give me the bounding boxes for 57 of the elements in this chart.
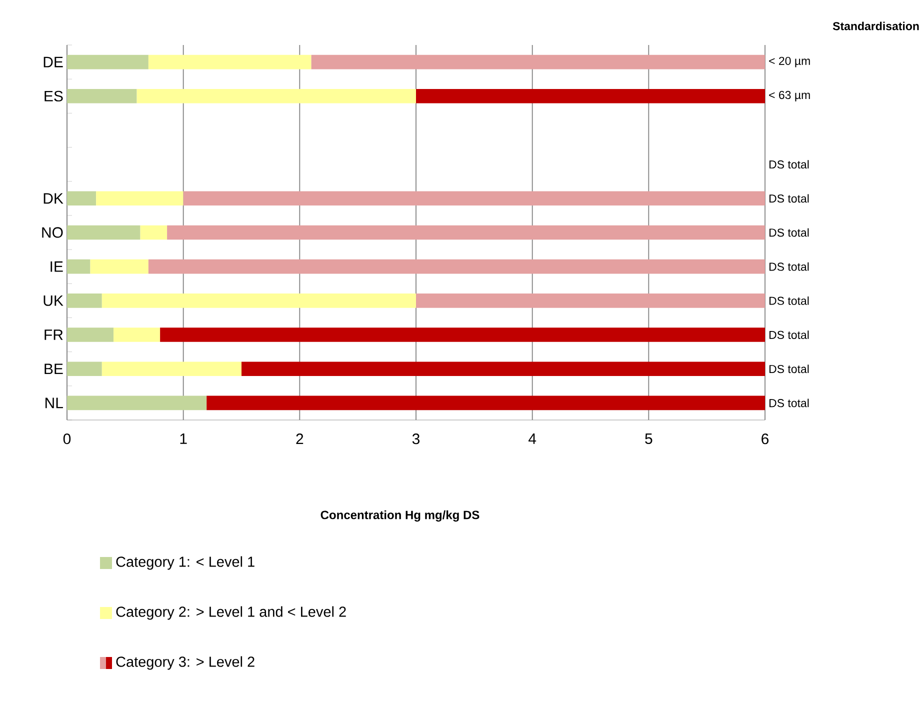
- x-tick-label: 1: [180, 434, 187, 444]
- x-tick-label: 3: [412, 434, 420, 444]
- y-tick-label: DE: [44, 56, 63, 68]
- bar: [67, 88, 137, 104]
- bar: [67, 259, 90, 274]
- y-tick-label: NO: [42, 227, 63, 238]
- x-tick-label: 6: [762, 434, 769, 444]
- y2-tick-label: DS total: [769, 330, 809, 339]
- bar: [416, 88, 766, 104]
- bar: [416, 294, 766, 308]
- bar: [67, 54, 148, 70]
- x-tick-label: 4: [528, 434, 536, 444]
- y2-tick-label: DS total: [769, 262, 809, 271]
- y-tick-label: NL: [46, 398, 63, 408]
- y2-tick-label: DS total: [769, 364, 809, 374]
- bar: [311, 54, 766, 70]
- bar: [167, 225, 766, 240]
- bar: [242, 362, 766, 376]
- y-tick-label: BE: [44, 364, 63, 374]
- bar: [67, 191, 96, 206]
- bar: [67, 294, 102, 308]
- bar: [67, 328, 114, 342]
- y-tick-label: DK: [44, 193, 64, 204]
- y-tick-label: FR: [44, 330, 63, 340]
- text: Standardisation: [832, 22, 919, 30]
- bar: [114, 328, 160, 342]
- bar: [67, 225, 140, 240]
- bar: [102, 294, 416, 308]
- bar: [148, 54, 312, 70]
- bar: [140, 225, 168, 240]
- x-tick-label: 5: [645, 434, 652, 444]
- y2-tick-label: DS total: [769, 160, 809, 169]
- bar: [96, 191, 184, 206]
- y2-tick-label: DS total: [769, 296, 809, 305]
- bar: [102, 362, 242, 376]
- y-tick-label: ES: [44, 90, 63, 102]
- bar: [67, 396, 207, 410]
- legend-label: Category 2: > Level 1 and < Level 2: [116, 606, 346, 620]
- bar: [136, 88, 416, 104]
- bar: [67, 362, 102, 376]
- legend-label: Category 3: > Level 2: [116, 656, 254, 670]
- y2-tick-label: < 20 µm: [769, 56, 810, 68]
- text: Concentration Hg mg/kg DS: [320, 510, 480, 522]
- y2-tick-label: < 63 µm: [769, 90, 810, 102]
- y2-tick-label: DS total: [769, 194, 809, 203]
- bar: [90, 259, 148, 274]
- legend-label: Category 1: < Level 1: [116, 556, 254, 570]
- y2-tick-label: DS total: [769, 398, 809, 408]
- y-tick-label: IE: [50, 261, 63, 272]
- y2-tick-label: DS total: [769, 228, 809, 237]
- y-tick-label: UK: [44, 295, 64, 306]
- bar: [160, 328, 766, 342]
- x-tick-label: 0: [63, 434, 71, 444]
- bar: [148, 259, 766, 274]
- x-tick-label: 2: [296, 434, 304, 444]
- bar: [183, 191, 766, 206]
- bar: [206, 396, 766, 410]
